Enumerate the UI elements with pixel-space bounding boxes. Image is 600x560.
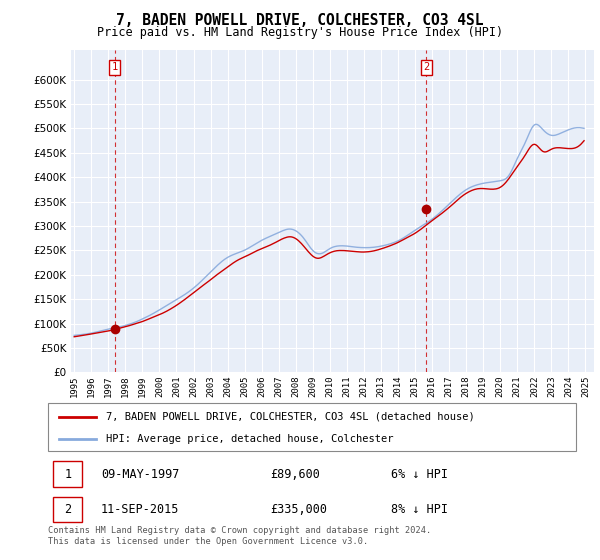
Text: 6% ↓ HPI: 6% ↓ HPI <box>391 468 448 480</box>
Text: 2: 2 <box>64 502 71 516</box>
FancyBboxPatch shape <box>53 461 82 487</box>
Text: 1: 1 <box>64 468 71 480</box>
Text: 11-SEP-2015: 11-SEP-2015 <box>101 502 179 516</box>
Text: 2: 2 <box>424 63 430 72</box>
Text: HPI: Average price, detached house, Colchester: HPI: Average price, detached house, Colc… <box>106 434 394 444</box>
Text: Contains HM Land Registry data © Crown copyright and database right 2024.
This d: Contains HM Land Registry data © Crown c… <box>48 526 431 546</box>
FancyBboxPatch shape <box>48 403 576 451</box>
Text: Price paid vs. HM Land Registry's House Price Index (HPI): Price paid vs. HM Land Registry's House … <box>97 26 503 39</box>
Text: £89,600: £89,600 <box>270 468 320 480</box>
Text: 09-MAY-1997: 09-MAY-1997 <box>101 468 179 480</box>
Text: 7, BADEN POWELL DRIVE, COLCHESTER, CO3 4SL: 7, BADEN POWELL DRIVE, COLCHESTER, CO3 4… <box>116 13 484 29</box>
FancyBboxPatch shape <box>53 497 82 521</box>
Text: £335,000: £335,000 <box>270 502 327 516</box>
Text: 8% ↓ HPI: 8% ↓ HPI <box>391 502 448 516</box>
Text: 7, BADEN POWELL DRIVE, COLCHESTER, CO3 4SL (detached house): 7, BADEN POWELL DRIVE, COLCHESTER, CO3 4… <box>106 412 475 422</box>
Text: 1: 1 <box>112 63 118 72</box>
